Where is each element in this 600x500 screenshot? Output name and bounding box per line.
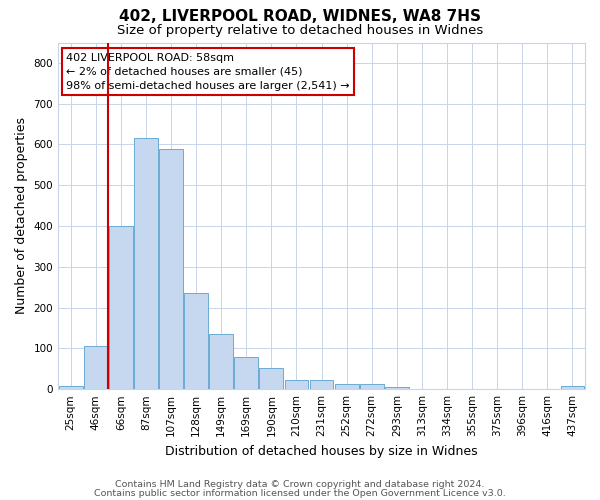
- Text: 402, LIVERPOOL ROAD, WIDNES, WA8 7HS: 402, LIVERPOOL ROAD, WIDNES, WA8 7HS: [119, 9, 481, 24]
- Bar: [560, 386, 584, 389]
- Bar: [335, 384, 359, 389]
- Text: 402 LIVERPOOL ROAD: 58sqm
← 2% of detached houses are smaller (45)
98% of semi-d: 402 LIVERPOOL ROAD: 58sqm ← 2% of detach…: [66, 53, 350, 91]
- Text: Contains public sector information licensed under the Open Government Licence v3: Contains public sector information licen…: [94, 489, 506, 498]
- X-axis label: Distribution of detached houses by size in Widnes: Distribution of detached houses by size …: [165, 444, 478, 458]
- Bar: [184, 292, 208, 389]
- Text: Size of property relative to detached houses in Widnes: Size of property relative to detached ho…: [117, 24, 483, 37]
- Bar: [59, 386, 83, 389]
- Bar: [385, 387, 409, 389]
- Bar: [310, 380, 334, 389]
- Bar: [159, 148, 183, 389]
- Bar: [284, 380, 308, 389]
- Bar: [259, 368, 283, 389]
- Bar: [134, 138, 158, 389]
- Bar: [109, 226, 133, 389]
- Bar: [360, 384, 383, 389]
- Text: Contains HM Land Registry data © Crown copyright and database right 2024.: Contains HM Land Registry data © Crown c…: [115, 480, 485, 489]
- Y-axis label: Number of detached properties: Number of detached properties: [15, 118, 28, 314]
- Bar: [235, 358, 258, 389]
- Bar: [84, 346, 107, 389]
- Bar: [209, 334, 233, 389]
